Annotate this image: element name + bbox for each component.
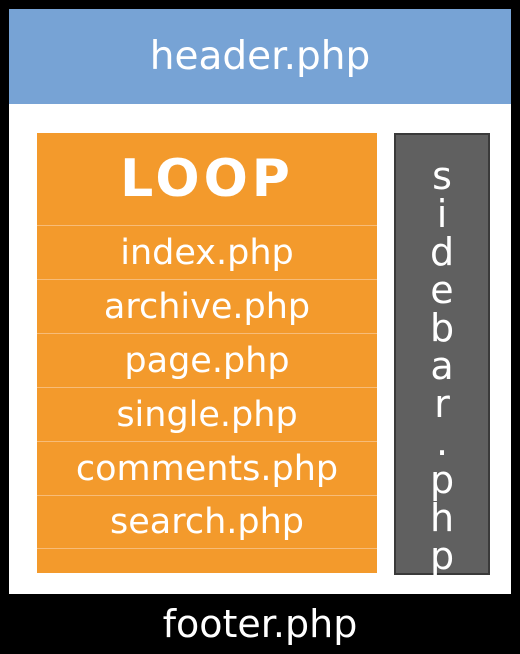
sidebar-letter: d — [429, 230, 455, 274]
footer-block: footer.php — [0, 594, 520, 654]
loop-item-single: single.php — [37, 387, 377, 441]
header-label: header.php — [149, 34, 371, 79]
sidebar-block: s i d e b a r . p h p — [394, 133, 490, 575]
sidebar-letter: p — [429, 458, 455, 502]
sidebar-letter: a — [430, 344, 454, 388]
loop-block: LOOP index.php archive.php page.php sing… — [37, 133, 377, 573]
sidebar-letter: s — [432, 154, 452, 198]
sidebar-letter: r — [434, 382, 450, 426]
sidebar-letter: p — [429, 534, 455, 578]
footer-label: footer.php — [162, 602, 358, 646]
loop-item-archive: archive.php — [37, 279, 377, 333]
sidebar-letter: i — [436, 192, 448, 236]
sidebar-letter: . — [435, 420, 449, 464]
loop-item-index: index.php — [37, 225, 377, 279]
sidebar-letter: h — [429, 496, 455, 540]
sidebar-letter: b — [429, 306, 455, 350]
loop-title: LOOP — [120, 149, 294, 209]
header-block: header.php — [9, 9, 511, 104]
sidebar-letter: e — [430, 268, 454, 312]
loop-item-page: page.php — [37, 333, 377, 387]
loop-item-comments: comments.php — [37, 441, 377, 495]
loop-item-search: search.php — [37, 495, 377, 549]
